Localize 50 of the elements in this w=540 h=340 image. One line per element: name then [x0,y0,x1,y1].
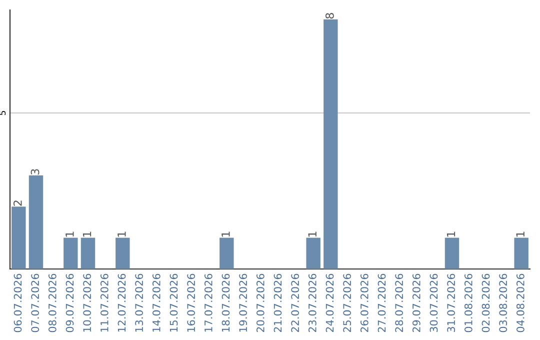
bar [64,238,78,269]
bar [80,238,96,269]
data-label: 1 [118,232,126,237]
data-label: 1 [308,232,316,237]
x-tick-label: 07.07.2026 [31,274,40,332]
x-tick-label: 11.07.2026 [100,274,108,332]
x-tick-label: 03.08.2026 [499,274,508,332]
x-tick-label: 24.07.2026 [326,274,334,332]
x-tick-label: 02.08.2026 [482,274,490,332]
x-tick-label: 09.07.2026 [66,274,74,332]
x-tick-label: 17.07.2026 [204,274,212,332]
x-tick-label: 16.07.2026 [187,274,196,332]
data-label: 3 [30,169,40,175]
x-tick-label: 21.07.2026 [274,274,282,332]
x-tick-label: 01.08.2026 [464,274,472,332]
data-label: 1 [446,232,456,237]
data-label: 1 [516,232,524,237]
x-tick-label: 25.07.2026 [343,274,352,332]
x-tick-label: 15.07.2026 [170,274,178,332]
x-tick-label: 06.07.2026 [14,274,22,332]
x-tick-label: 30.07.2026 [430,274,438,332]
bar [116,238,130,269]
bar [306,238,320,269]
bar [28,175,44,269]
x-tick-label: 19.07.2026 [239,274,248,332]
x-tick-label: 26.07.2026 [360,274,368,332]
x-tick-label: 20.07.2026 [256,274,264,332]
x-tick-label: 18.07.2026 [222,274,230,332]
x-tick-label: 28.07.2026 [395,274,404,332]
data-label: 1 [222,232,230,237]
x-tick-label: 27.07.2026 [378,274,386,332]
x-tick-label: 29.07.2026 [412,274,420,332]
x-tick-label: 04.08.2026 [516,274,524,332]
x-tick-label: 23.07.2026 [308,274,316,332]
x-tick-label: 12.07.2026 [118,274,126,332]
bar [12,206,26,269]
data-label: 1 [66,232,74,237]
data-label: 8 [325,13,334,19]
bar [514,238,528,269]
bar [324,19,338,269]
data-label: 2 [13,200,22,206]
x-tick-label: 31.07.2026 [447,274,456,332]
x-tick-label: 10.07.2026 [83,274,92,332]
bar [220,238,234,269]
x-tick-label: 22.07.2026 [291,274,300,332]
data-label: 1 [82,232,92,237]
x-tick-label: 14.07.2026 [152,274,160,332]
x-tick-label: 13.07.2026 [135,274,144,332]
bar [444,238,460,269]
x-tick-label: 08.07.2026 [48,274,56,332]
